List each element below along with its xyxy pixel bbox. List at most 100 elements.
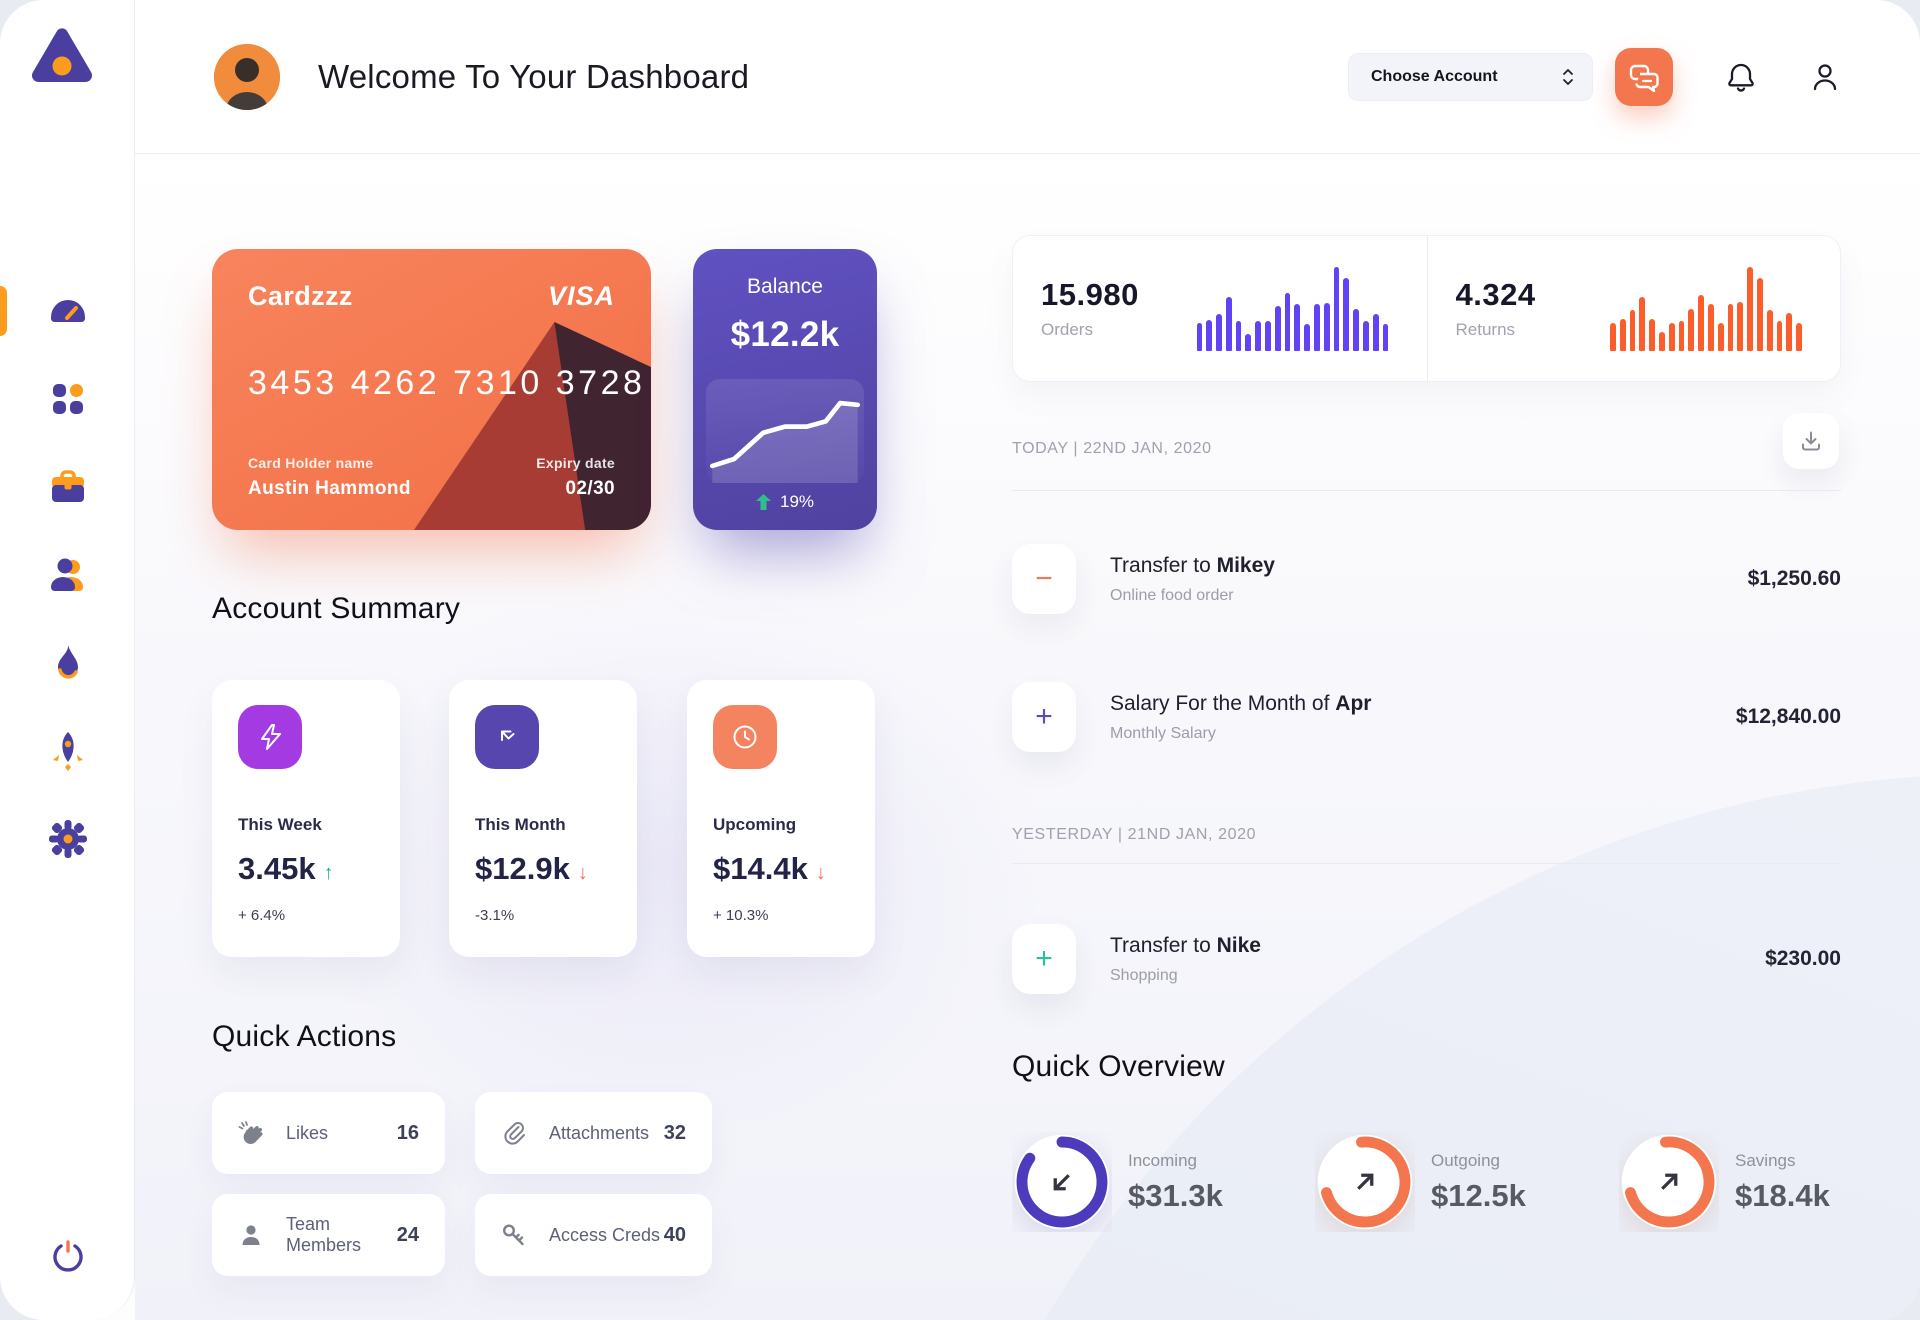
overview-outgoing: Outgoing $12.5k xyxy=(1315,1132,1526,1232)
quick-action-access-creds[interactable]: Access Creds 40 xyxy=(475,1194,712,1276)
sidebar-item-launch[interactable] xyxy=(0,728,135,774)
bar xyxy=(1314,304,1320,351)
card-holder-name: Austin Hammond xyxy=(248,478,411,499)
trend-down-arrow-icon: ↓ xyxy=(577,862,588,884)
logout-button[interactable] xyxy=(0,1236,135,1276)
bar xyxy=(1245,333,1252,351)
card-holder-label: Card Holder name xyxy=(248,455,374,471)
transaction-title: Salary For the Month of Apr xyxy=(1110,691,1372,715)
account-summary-cards: This Week 3.45k ↑ + 6.4% This Month $12.9… xyxy=(212,680,877,957)
summary-card-this-month: This Month $12.9k ↓ -3.1% xyxy=(449,680,637,957)
quick-action-likes[interactable]: Likes 16 xyxy=(212,1092,445,1174)
bar xyxy=(1756,278,1763,351)
flame-icon xyxy=(57,645,78,679)
transaction-row-nike[interactable]: + Transfer to Nike Shopping $230.00 xyxy=(1012,923,1841,995)
bar xyxy=(1196,322,1203,351)
summary-card-upcoming: Upcoming $14.4k ↓ + 10.3% xyxy=(687,680,875,957)
orders-bar-chart xyxy=(1196,266,1389,351)
summary-label: This Week xyxy=(238,815,322,834)
sidebar xyxy=(0,0,135,1320)
chevron-updown-icon xyxy=(1563,68,1573,85)
balance-change-value: 19% xyxy=(779,492,815,511)
expiry-label: Expiry date xyxy=(536,455,615,471)
download-button[interactable] xyxy=(1783,413,1839,469)
transaction-amount: $230.00 xyxy=(1765,947,1841,970)
transaction-title: Transfer to Nike xyxy=(1110,933,1261,957)
bell-icon[interactable] xyxy=(1725,61,1757,93)
bar xyxy=(1206,320,1213,351)
sidebar-item-work[interactable] xyxy=(0,464,135,510)
bar xyxy=(1216,313,1222,351)
bar xyxy=(1294,304,1301,351)
quick-action-label: Likes xyxy=(286,1122,329,1143)
clap-icon xyxy=(238,1121,263,1144)
card-nickname: Cardzzz xyxy=(248,281,353,311)
person-icon[interactable] xyxy=(1809,61,1841,93)
bar xyxy=(1304,323,1311,351)
bar xyxy=(1629,310,1636,351)
sidebar-item-settings[interactable] xyxy=(0,816,135,862)
summary-change: + 6.4% xyxy=(238,907,286,924)
choose-account-dropdown[interactable]: Choose Account xyxy=(1348,52,1593,101)
overview-label: Outgoing xyxy=(1431,1150,1500,1170)
quick-overview-row: Incoming $31.3k Outgoing $12.5k xyxy=(1012,1132,1841,1242)
bar xyxy=(1610,322,1616,351)
sidebar-item-team[interactable] xyxy=(0,552,135,598)
visa-logo: VISA xyxy=(547,281,615,311)
balance-change: 19% xyxy=(693,492,877,512)
summary-label: Upcoming xyxy=(713,815,797,834)
bar xyxy=(1274,305,1281,351)
briefcase-icon xyxy=(51,470,84,502)
transaction-row-salary[interactable]: + Salary For the Month of Apr Monthly Sa… xyxy=(1012,681,1841,753)
bar xyxy=(1766,310,1773,351)
trend-up-arrow-icon: ↑ xyxy=(323,862,334,884)
overview-savings: Savings $18.4k xyxy=(1619,1132,1830,1232)
plus-icon: + xyxy=(1012,924,1076,994)
overview-incoming: Incoming $31.3k xyxy=(1012,1132,1223,1232)
savings-progress-ring xyxy=(1619,1132,1719,1232)
outgoing-progress-ring xyxy=(1315,1132,1415,1232)
bar xyxy=(1796,322,1802,351)
clock-icon xyxy=(713,705,777,769)
summary-label: This Month xyxy=(475,815,566,834)
up-right-arrow-icon xyxy=(1661,1173,1678,1190)
expiry-date: 02/30 xyxy=(565,478,615,499)
card-number: 3453 4262 7310 3728 xyxy=(248,364,646,402)
bar xyxy=(1284,293,1291,351)
sidebar-item-apps[interactable] xyxy=(0,376,135,422)
overview-label: Savings xyxy=(1735,1150,1796,1170)
minus-icon: − xyxy=(1012,544,1076,614)
bar xyxy=(1678,321,1685,351)
background-glow xyxy=(285,584,1045,1144)
quick-action-count: 40 xyxy=(663,1223,686,1246)
bar xyxy=(1747,266,1753,351)
summary-value: $14.4k xyxy=(713,851,808,886)
choose-account-label: Choose Account xyxy=(1371,67,1498,85)
avatar[interactable] xyxy=(214,43,280,110)
header-actions: Choose Account xyxy=(1348,47,1841,106)
summary-value: 3.45k xyxy=(238,851,316,886)
overview-value: $12.5k xyxy=(1431,1177,1526,1213)
overview-value: $31.3k xyxy=(1128,1177,1223,1213)
lightning-icon xyxy=(238,705,302,769)
sidebar-item-trending[interactable] xyxy=(0,640,135,686)
transaction-amount: $1,250.60 xyxy=(1747,567,1841,590)
overview-value: $18.4k xyxy=(1735,1177,1830,1213)
download-icon xyxy=(1802,431,1820,451)
bar xyxy=(1658,332,1665,351)
app-logo-triangle-icon[interactable] xyxy=(30,26,94,86)
quick-action-attachments[interactable]: Attachments 32 xyxy=(475,1092,712,1174)
sidebar-item-dashboard[interactable] xyxy=(0,286,135,336)
quick-action-team-members[interactable]: Team Members 24 xyxy=(212,1194,445,1276)
chat-bubbles-icon xyxy=(1629,64,1659,92)
bar xyxy=(1639,296,1646,351)
returns-value: 4.324 xyxy=(1455,277,1536,312)
bar xyxy=(1776,321,1783,351)
transaction-amount: $12,840.00 xyxy=(1735,705,1841,728)
trend-arrow-icon xyxy=(475,705,539,769)
transaction-row-mikey[interactable]: − Transfer to Mikey Online food order $1… xyxy=(1012,543,1841,615)
transaction-subtitle: Online food order xyxy=(1110,586,1234,604)
chat-button[interactable] xyxy=(1615,47,1673,106)
overview-label: Incoming xyxy=(1128,1150,1197,1170)
